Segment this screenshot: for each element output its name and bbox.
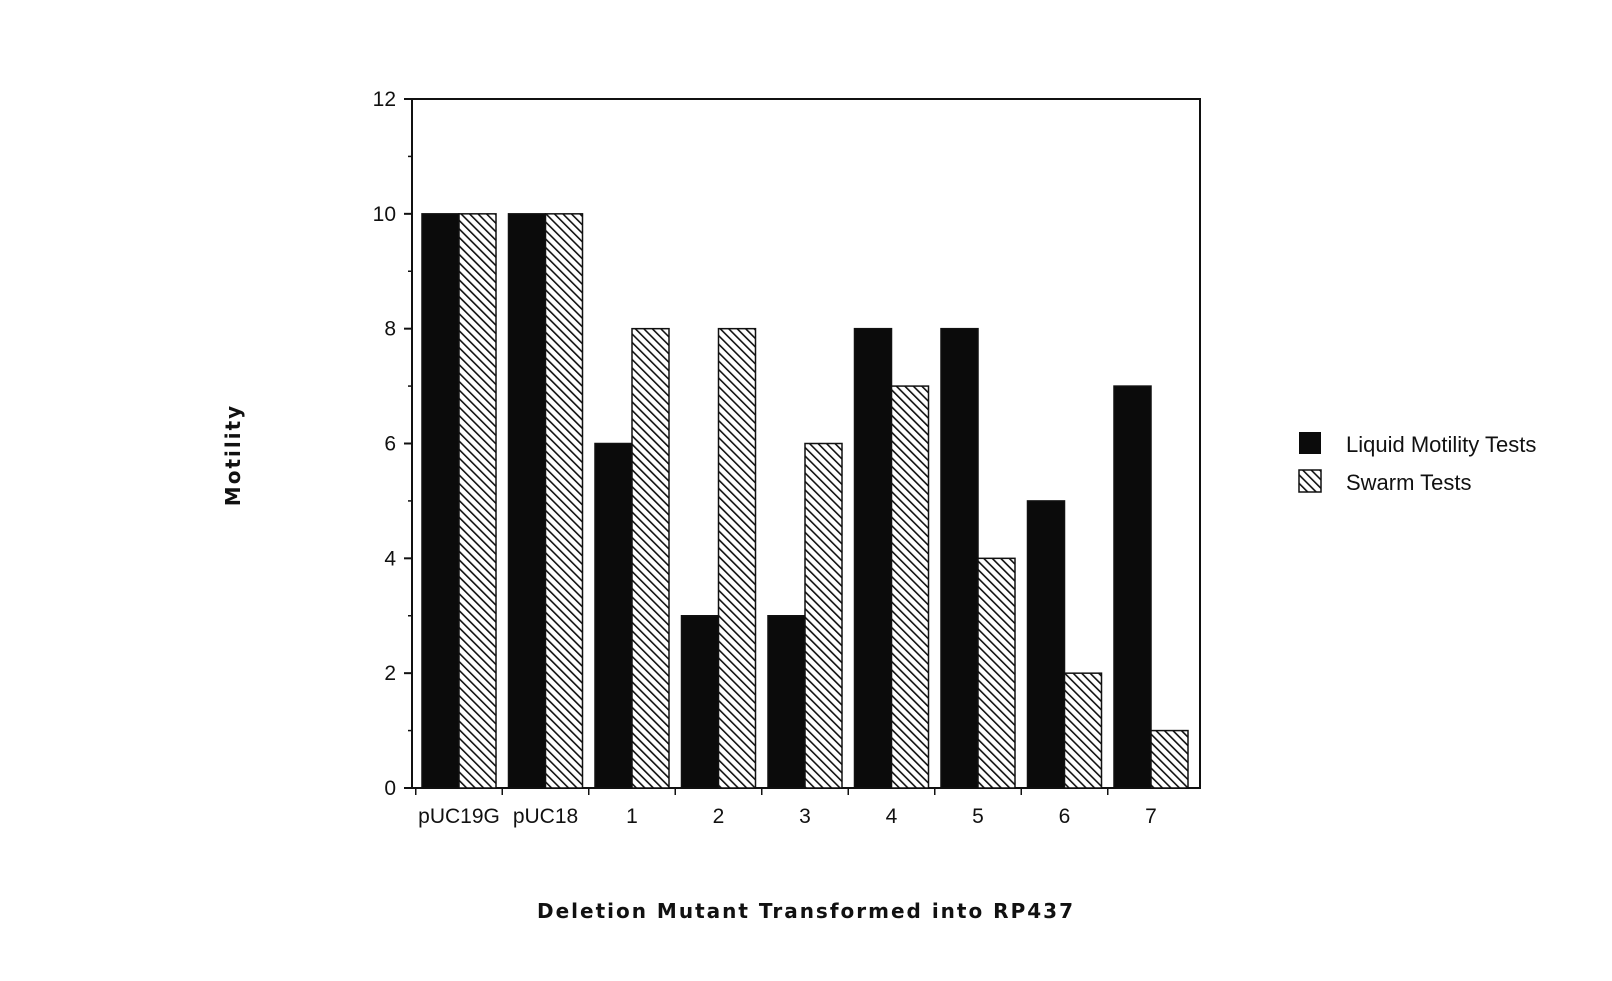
- x-axis-title: Deletion Mutant Transformed into RP437: [537, 899, 1075, 923]
- bar-swarm-pUC18: [544, 213, 584, 789]
- x-tick-label-2: 2: [713, 805, 725, 828]
- bar-liquid-pUC18: [507, 213, 547, 789]
- bar-swarm-4: [890, 385, 930, 789]
- legend-swatch-liquid: [1299, 432, 1321, 454]
- bar-liquid-2: [680, 615, 720, 789]
- x-tick-label-pUC18: pUC18: [513, 805, 578, 828]
- legend-item-liquid: Liquid Motility Tests: [1299, 432, 1536, 457]
- legend-item-swarm: Swarm Tests: [1298, 469, 1472, 495]
- x-tick-label-7: 7: [1145, 805, 1157, 828]
- bar-liquid-7: [1113, 385, 1152, 789]
- x-tick-label-pUC19G: pUC19G: [418, 805, 500, 828]
- bar-swarm-7: [1150, 729, 1189, 789]
- bars-layer: [421, 213, 1189, 789]
- x-tick-label-6: 6: [1059, 805, 1071, 828]
- legend-label-liquid: Liquid Motility Tests: [1346, 432, 1536, 457]
- x-tick-label-3: 3: [799, 805, 811, 828]
- bar-swarm-6: [1063, 672, 1103, 789]
- bar-swarm-1: [631, 327, 670, 789]
- x-tick-label-4: 4: [886, 805, 898, 828]
- y-tick-label: 0: [384, 777, 396, 800]
- legend: Liquid Motility Tests Swarm Tests: [1298, 432, 1536, 495]
- bar-swarm-pUC19G: [458, 213, 497, 789]
- bar-liquid-3: [767, 615, 806, 789]
- legend-swatch-swarm: [1298, 469, 1322, 493]
- legend-label-swarm: Swarm Tests: [1346, 470, 1472, 495]
- x-tick-label-5: 5: [972, 805, 984, 828]
- y-tick-label: 8: [384, 318, 396, 341]
- bar-swarm-2: [717, 327, 757, 789]
- bar-liquid-4: [853, 327, 893, 789]
- bar-liquid-1: [594, 442, 633, 789]
- bar-liquid-5: [940, 327, 979, 789]
- y-tick-label: 12: [373, 88, 396, 111]
- y-tick-label: 4: [384, 547, 396, 570]
- y-axis-title: Motility: [221, 404, 245, 506]
- x-tick-label-1: 1: [626, 805, 638, 828]
- y-tick-label: 10: [373, 203, 396, 226]
- bar-liquid-6: [1026, 500, 1066, 789]
- bar-liquid-pUC19G: [421, 213, 460, 789]
- y-tick-label: 2: [384, 662, 396, 685]
- bar-swarm-5: [977, 557, 1016, 789]
- y-tick-label: 6: [384, 433, 396, 456]
- bar-swarm-3: [804, 442, 843, 789]
